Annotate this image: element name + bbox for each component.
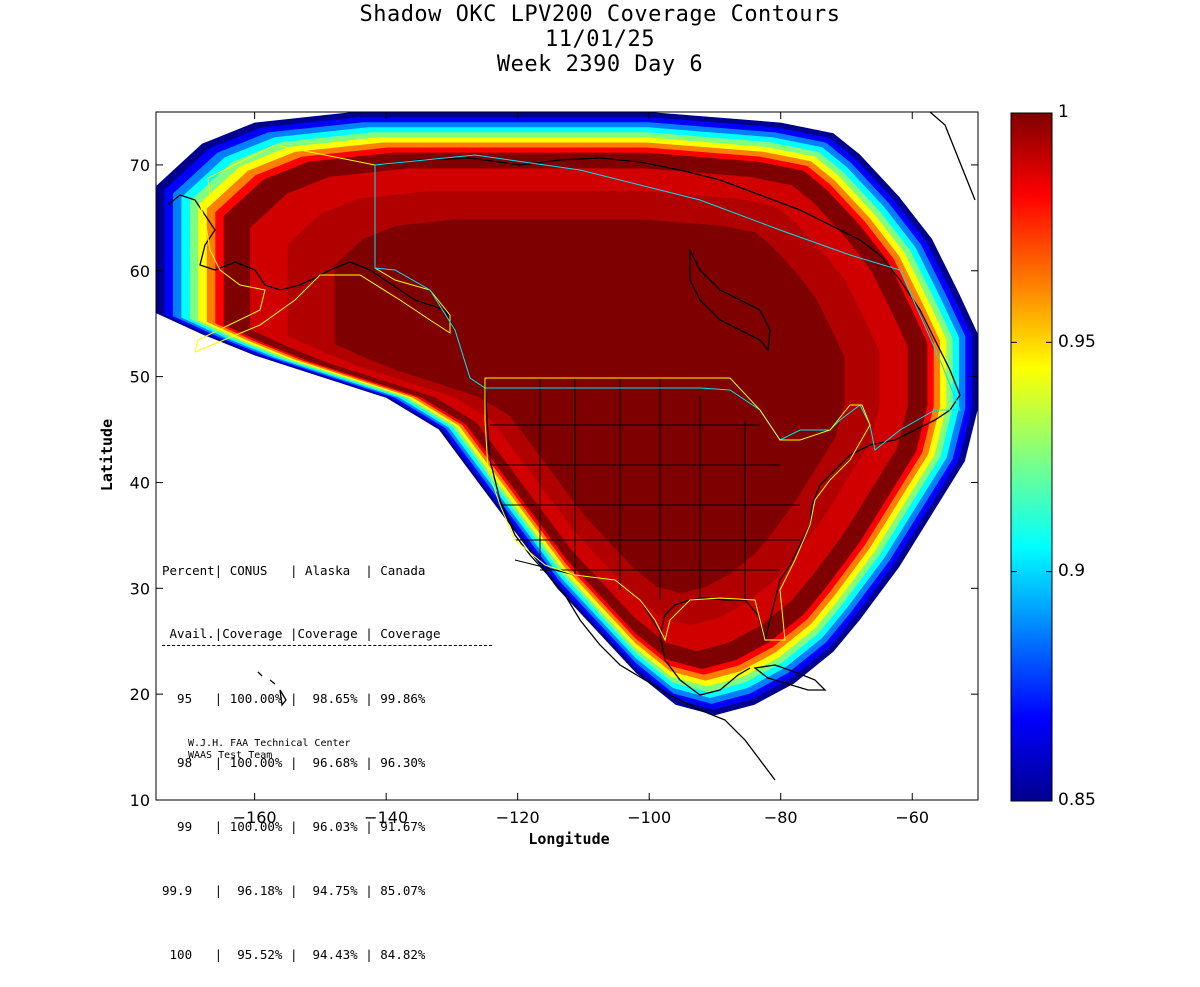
y-tick-label: 30 [130, 579, 150, 598]
x-tick-label: −160 [233, 808, 277, 827]
stats-avail: 99.9 [162, 883, 208, 899]
stats-canada: 96.30% [380, 755, 426, 771]
coverage-contour-core [334, 219, 845, 594]
coverage-contours [156, 112, 978, 716]
chart-title-line3: Week 2390 Day 6 [496, 52, 704, 77]
stats-alaska: 94.43% [305, 946, 358, 962]
stats-canada: 85.07% [380, 883, 426, 899]
stats-alaska: 98.65% [305, 691, 358, 707]
conus-region-outline [484, 377, 871, 642]
stats-header-cell: CONUS | [222, 562, 298, 578]
stats-conus: 95.52% [229, 946, 283, 962]
x-tick-label: −80 [764, 808, 798, 827]
stats-row: 99 | 100.00% | 96.03% | 91.67% [162, 819, 426, 835]
credit-line1: W.J.H. FAA Technical Center [188, 738, 351, 749]
y-axis-title: Latitude [98, 419, 116, 491]
credit-line2: WAAS Test Team [188, 750, 273, 761]
stats-alaska: 94.75% [305, 883, 358, 899]
hudson-bay [689, 249, 771, 352]
region-outlines [194, 144, 961, 642]
coverage-map: −160 −140 −120 −100 −80 −60 10 20 30 40 50 60 70 Lo… [98, 111, 1053, 848]
stats-row: 95 | 100.00% | 98.65% | 99.86% [162, 691, 426, 707]
stats-conus: 100.00% [229, 691, 283, 707]
stats-header-row1: Percent| CONUS | Alaska | Canada [162, 560, 492, 581]
y-tick-label: 70 [130, 156, 150, 175]
alaska-region-outline [194, 144, 451, 353]
stats-row: 99.9 | 96.18% | 94.75% | 85.07% [162, 883, 426, 899]
canada-region-outline [374, 154, 961, 451]
stats-row: 98 | 100.00% | 96.68% | 96.30% [162, 755, 426, 771]
x-axis: −160 −140 −120 −100 −80 −60 [233, 112, 929, 827]
y-axis: 10 20 30 40 50 60 70 [130, 156, 978, 810]
mexico-west-coast [484, 379, 776, 781]
x-axis-title: Longitude [528, 830, 609, 848]
y-tick-label: 60 [130, 262, 150, 281]
colorbar-label-09: 0.9 [1058, 561, 1086, 581]
colorbar-ticks [1011, 112, 1052, 802]
stats-header-cell: Avail.| [162, 626, 223, 642]
y-tick-label: 10 [130, 791, 150, 810]
stats-canada: 84.82% [380, 946, 426, 962]
stats-canada: 91.67% [380, 819, 426, 835]
east-coastline [764, 254, 961, 641]
plot-frame [155, 111, 979, 801]
stats-header-row2: Avail.|Coverage |Coverage | Coverage [162, 623, 492, 646]
stats-conus: 100.00% [229, 755, 283, 771]
stats-header-cell: Alaska | [297, 562, 373, 578]
greenland-coast [929, 112, 976, 201]
stats-row: 100 | 95.52% | 94.43% | 84.82% [162, 946, 426, 962]
stats-conus: 100.00% [229, 819, 283, 835]
stats-header-cell: Percent| [162, 562, 223, 578]
x-tick-label: −140 [364, 808, 408, 827]
stats-header-cell: Canada [372, 562, 426, 578]
alaska-coastline [167, 194, 456, 331]
credit-block: W.J.H. FAA Technical Center WAAS Test Te… [188, 738, 351, 762]
stats-avail: 95 [162, 691, 208, 707]
gulf-coastline [659, 597, 766, 696]
stats-header-cell: Coverage [372, 626, 441, 642]
x-tick-label: −60 [895, 808, 929, 827]
stats-alaska: 96.68% [305, 755, 358, 771]
colorbar [1010, 112, 1053, 802]
coastlines [167, 112, 976, 781]
x-tick-label: −120 [496, 808, 540, 827]
stats-avail: 98 [162, 755, 208, 771]
chart-title-line1: Shadow OKC LPV200 Coverage Contours [359, 2, 841, 27]
stats-conus: 96.18% [229, 883, 283, 899]
stats-header-cell: Coverage | [222, 626, 298, 642]
stats-header-cell: Coverage | [297, 626, 373, 642]
stats-avail: 99 [162, 819, 208, 835]
stats-canada: 99.86% [380, 691, 426, 707]
colorbar-label-095: 0.95 [1058, 332, 1096, 352]
hawaii-islands [257, 671, 287, 707]
y-tick-label: 50 [130, 368, 150, 387]
colorbar-label-min: 0.85 [1058, 790, 1096, 810]
x-tick-label: −100 [627, 808, 671, 827]
arctic-coastline [379, 157, 881, 256]
stats-alaska: 96.03% [305, 819, 358, 835]
cuba-outline [753, 664, 827, 691]
y-tick-label: 20 [130, 685, 150, 704]
y-tick-label: 40 [130, 473, 150, 492]
stats-avail: 100 [162, 946, 208, 962]
chart-title-line2: 11/01/25 [545, 27, 655, 52]
colorbar-label-max: 1 [1058, 102, 1069, 122]
